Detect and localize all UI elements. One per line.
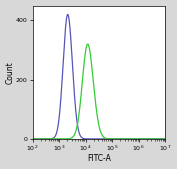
X-axis label: FITC-A: FITC-A [87, 154, 111, 163]
Y-axis label: Count: Count [5, 61, 15, 84]
